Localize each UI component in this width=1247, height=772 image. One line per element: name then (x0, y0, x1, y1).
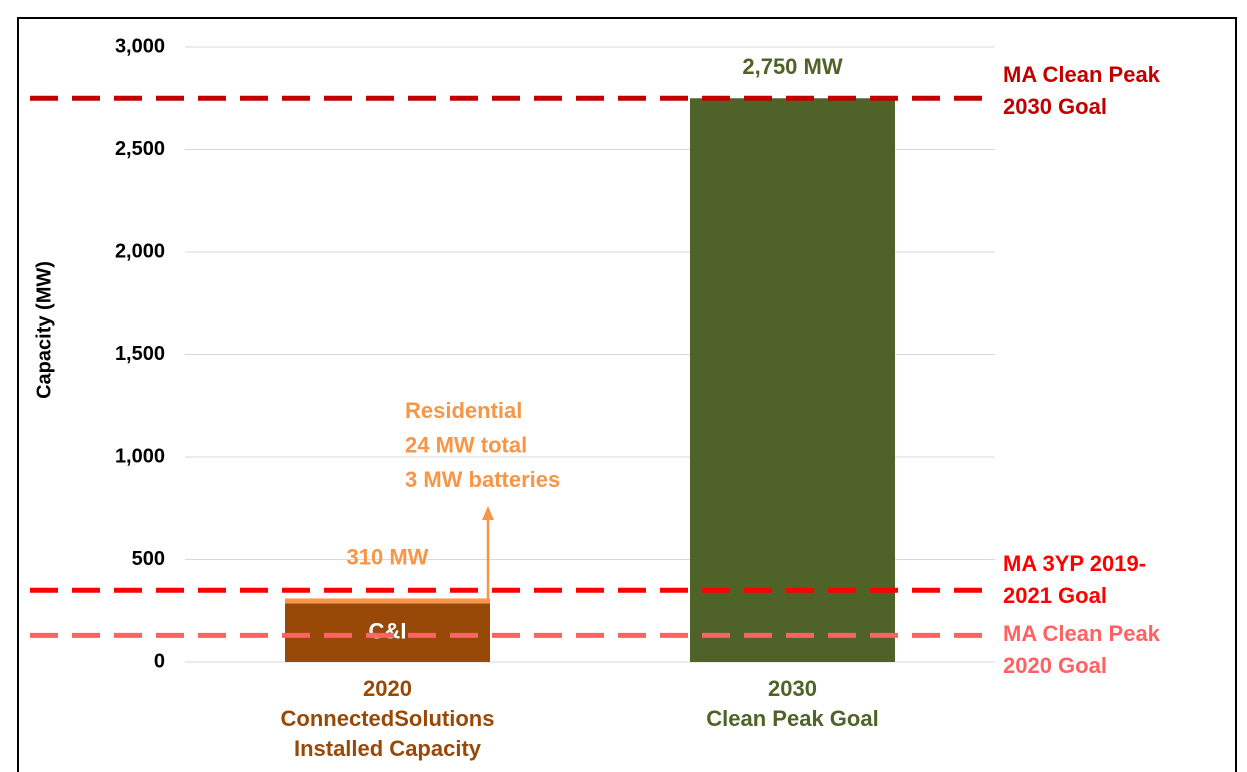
total-label: 2,750 MW (742, 54, 842, 79)
frame (17, 17, 1237, 772)
bar-segment (690, 98, 895, 662)
y-tick-label: 1,500 (115, 343, 165, 365)
reference-label: 2020 Goal (1003, 653, 1107, 678)
x-tick-label: ConnectedSolutions (281, 706, 495, 731)
y-axis-title: Capacity (MW) (33, 261, 55, 399)
y-tick-label: 2,500 (115, 138, 165, 160)
annotation: 3 MW batteries (405, 467, 560, 492)
y-tick-label: 1,000 (115, 445, 165, 467)
y-tick-label: 500 (132, 548, 165, 570)
annotation: 24 MW total (405, 432, 527, 457)
reference-label: MA Clean Peak (1003, 621, 1161, 646)
reference-label: MA Clean Peak (1003, 62, 1161, 87)
annotation-arrowhead (482, 506, 494, 520)
y-tick-label: 2,000 (115, 240, 165, 262)
x-tick-label: Clean Peak Goal (706, 706, 878, 731)
x-tick-label: Installed Capacity (294, 736, 482, 761)
y-tick-label: 0 (154, 650, 165, 672)
annotation: Residential (405, 398, 522, 423)
reference-label: 2021 Goal (1003, 583, 1107, 608)
segment-label: C&I (369, 618, 407, 643)
total-label: 310 MW (347, 544, 429, 569)
x-tick-label: 2030 (768, 676, 817, 701)
y-tick-label: 3,000 (115, 35, 165, 57)
bar-segment (285, 603, 490, 662)
reference-label: MA 3YP 2019- (1003, 551, 1146, 576)
x-tick-label: 2020 (363, 676, 412, 701)
reference-label: 2030 Goal (1003, 94, 1107, 119)
bar-segment (285, 598, 490, 604)
